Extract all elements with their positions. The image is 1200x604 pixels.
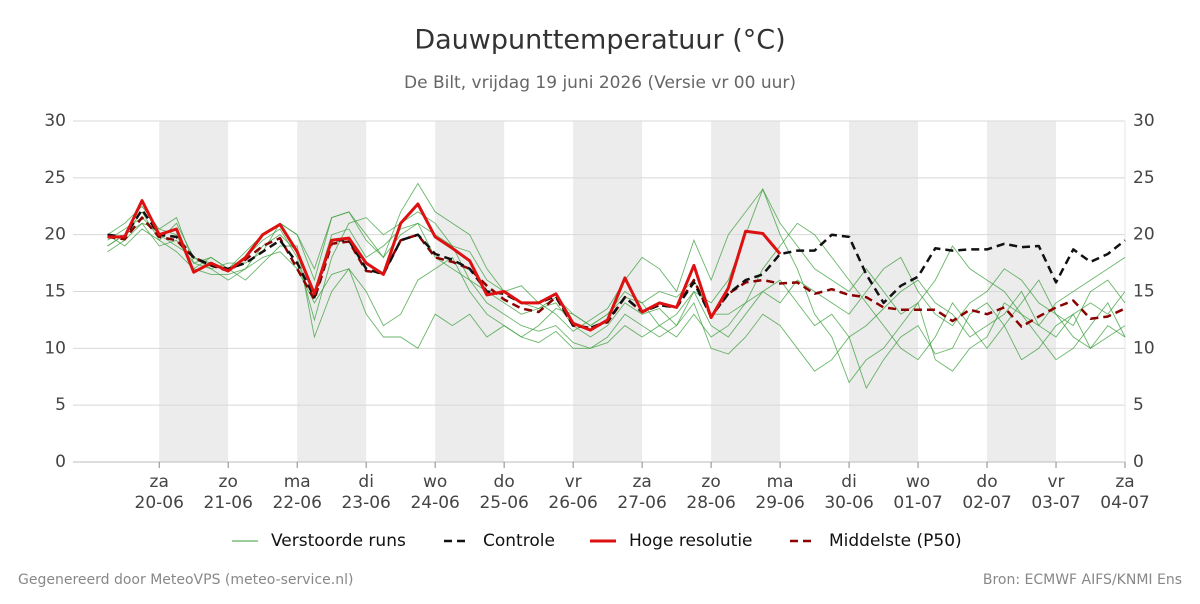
legend-label: Verstoorde runs — [271, 531, 406, 551]
x-tick-label-line: 03-07 — [1031, 493, 1080, 513]
x-tick-label-line: vr — [1047, 472, 1064, 492]
ensemble-run — [107, 182, 1126, 332]
y-tick-label: 15 — [44, 282, 66, 302]
x-tick-label: vr 03-07 — [1031, 472, 1080, 513]
x-tick-label-line: ma — [284, 472, 311, 492]
x-tick-label-line: 01-07 — [893, 493, 942, 513]
series-line — [107, 199, 782, 332]
x-tick-label-line: zo — [219, 472, 238, 492]
x-tick-label: ma 22-06 — [272, 472, 321, 513]
y2-tick-label: 20 — [1133, 225, 1155, 245]
y-tick-label: 30 — [44, 111, 66, 131]
x-tick-label: di 23-06 — [341, 472, 390, 513]
x-tick-label-line: 23-06 — [341, 493, 390, 513]
x-tick-label: do 02-07 — [962, 472, 1011, 513]
x-tick-label: vr 26-06 — [548, 472, 597, 513]
x-tick-label: ma 29-06 — [755, 472, 804, 513]
x-tick-label-line: 21-06 — [204, 493, 253, 513]
ensemble-run — [107, 222, 1126, 361]
y-tick-label: 25 — [44, 168, 66, 188]
x-tick-label-line: wo — [906, 472, 930, 492]
x-tick-label-line: 29-06 — [755, 493, 804, 513]
x-tick-label-line: 27-06 — [617, 493, 666, 513]
ensemble-run — [107, 187, 1126, 384]
x-tick-label-line: ma — [767, 472, 794, 492]
legend-label: Middelste (P50) — [829, 531, 962, 551]
y2-tick-label: 30 — [1133, 111, 1155, 131]
ensemble-run — [107, 211, 1126, 390]
x-tick-label-line: do — [494, 472, 515, 492]
chart-title: Dauwpunttemperatuur (°C) — [414, 25, 785, 56]
y2-tick-label: 5 — [1133, 395, 1144, 415]
y-tick-label: 20 — [44, 225, 66, 245]
x-tick-label: zo 21-06 — [204, 472, 253, 513]
x-tick-label-line: za — [150, 472, 169, 492]
x-tick-label: za 04-07 — [1100, 472, 1149, 513]
x-tick-label-line: 02-07 — [962, 493, 1011, 513]
x-tick-label-line: wo — [423, 472, 447, 492]
x-tick-label: za 27-06 — [617, 472, 666, 513]
x-tick-label-line: 26-06 — [548, 493, 597, 513]
x-tick-label-line: 04-07 — [1100, 493, 1149, 513]
x-tick-label-line: 22-06 — [272, 493, 321, 513]
y-tick-label: 5 — [55, 395, 66, 415]
x-tick-label-line: zo — [701, 472, 720, 492]
x-tick-label: di 30-06 — [824, 472, 873, 513]
x-tick-label-line: za — [632, 472, 651, 492]
x-tick-label-line: 28-06 — [686, 493, 735, 513]
legend-label: Hoge resolutie — [629, 531, 753, 551]
x-tick-label-line: di — [358, 472, 374, 492]
x-tick-label-line: vr — [565, 472, 582, 492]
x-tick-label: zo 28-06 — [686, 472, 735, 513]
y2-tick-label: 15 — [1133, 282, 1155, 302]
y-tick-label: 10 — [44, 338, 66, 358]
chart-subtitle: De Bilt, vrijdag 19 juni 2026 (Versie vr… — [404, 73, 796, 93]
x-tick-label: do 25-06 — [479, 472, 528, 513]
x-tick-label-line: 30-06 — [824, 493, 873, 513]
footer-left: Gegenereerd door MeteoVPS (meteo-service… — [18, 572, 353, 588]
legend-label: Controle — [483, 531, 555, 551]
y2-tick-label: 10 — [1133, 338, 1155, 358]
y2-tick-label: 0 — [1133, 452, 1144, 472]
x-tick-label: za 20-06 — [135, 472, 184, 513]
x-tick-label-line: di — [841, 472, 857, 492]
y2-tick-label: 25 — [1133, 168, 1155, 188]
x-tick-label-line: 20-06 — [135, 493, 184, 513]
x-tick-label-line: za — [1115, 472, 1134, 492]
y-tick-label: 0 — [55, 452, 66, 472]
x-tick-label-line: 25-06 — [479, 493, 528, 513]
series-line — [107, 208, 1126, 330]
x-tick-label-line: 24-06 — [410, 493, 459, 513]
x-tick-label-line: do — [976, 472, 997, 492]
footer-right: Bron: ECMWF AIFS/KNMI Ens — [983, 572, 1182, 588]
x-tick-label: wo 24-06 — [410, 472, 459, 513]
x-tick-label: wo 01-07 — [893, 472, 942, 513]
